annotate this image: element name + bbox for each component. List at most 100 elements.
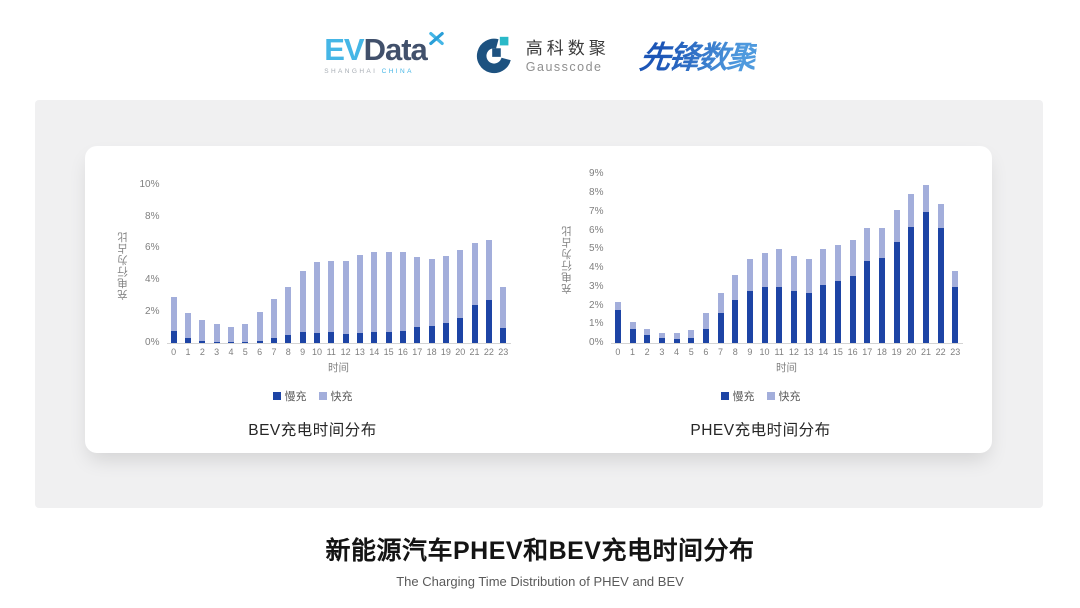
y-axis-tick: 2% — [589, 299, 604, 311]
fast-charge-segment — [285, 287, 292, 336]
x-axis-tick: 16 — [397, 347, 408, 358]
stacked-bar — [485, 239, 492, 344]
fast-charge-segment — [834, 244, 841, 282]
x-axis-tick: 16 — [847, 347, 858, 358]
fast-charge-segment — [500, 287, 507, 329]
phev-plot-row: 充电行为占比 0% 1% 2% 3% 4% 5% 6% 7% 8% 9% — [559, 169, 963, 348]
slow-charge-segment — [834, 281, 841, 344]
stacked-bar — [270, 298, 277, 344]
x-axis-tick: 18 — [426, 347, 437, 358]
fast-charge-swatch-icon — [318, 392, 327, 400]
y-axis-tick: 7% — [589, 205, 604, 217]
fast-charge-segment — [242, 324, 249, 342]
slow-charge-segment — [849, 275, 856, 344]
x-axis-tick: 21 — [920, 347, 931, 358]
y-axis-tick: 1% — [589, 318, 604, 330]
fast-charge-segment — [644, 329, 651, 335]
bev-x-axis: 0 1 2 3 4 5 6 7 8 9 10 11 12 13 14 15 16 17 18 19 20 21 22 23 — [167, 347, 511, 358]
x-axis-tick: 22 — [935, 347, 946, 358]
fast-charge-segment — [688, 330, 695, 338]
x-axis-tick: 0 — [615, 347, 621, 358]
slow-charge-segment — [184, 337, 191, 344]
bar-hour-10 — [757, 175, 772, 344]
charts-card: 充电行为占比 0% 2% 4% 6% 8% 10% 0 1 2 3 4 5 6 7 8 9 10 11 12 13 1… — [85, 146, 992, 453]
bar-hour-18 — [424, 186, 438, 344]
bar-hour-8 — [728, 175, 743, 344]
fast-charge-segment — [385, 252, 392, 333]
bev-plot-area — [166, 186, 511, 345]
y-axis-tick: 2% — [145, 305, 160, 317]
slow-charge-segment — [878, 257, 885, 344]
fast-charge-segment — [227, 326, 234, 342]
slow-charge-segment — [629, 329, 636, 344]
x-axis-tick: 2 — [644, 347, 650, 358]
stacked-bar — [328, 261, 335, 344]
slow-charge-segment — [908, 226, 915, 344]
stacked-bar — [457, 250, 464, 344]
fast-charge-segment — [893, 209, 900, 242]
fast-charge-segment — [746, 258, 753, 291]
bar-hour-13 — [353, 186, 367, 344]
header-logos: EV Data SHANGHAI CHINA 高科数聚 Gausscode 先锋… — [0, 24, 1080, 84]
x-axis-tick: 6 — [257, 347, 263, 358]
x-axis-tick: 19 — [440, 347, 451, 358]
x-axis-tick: 0 — [171, 347, 177, 358]
x-axis-tick: 14 — [369, 347, 380, 358]
fast-charge-segment — [805, 258, 812, 294]
fast-charge-segment — [776, 249, 783, 287]
bar-hour-12 — [787, 175, 802, 344]
pioneer-logo: 先锋数聚 — [637, 32, 758, 77]
y-axis-tick: 10% — [139, 179, 160, 191]
stacked-bar — [893, 209, 900, 344]
phev-y-axis-title: 充电行为占比 — [561, 225, 573, 295]
bar-hour-20 — [904, 175, 919, 344]
slow-charge-segment — [213, 341, 220, 344]
stacked-bar — [213, 324, 220, 344]
legend-label: 快充 — [778, 391, 801, 403]
x-axis-tick: 13 — [354, 347, 365, 358]
fast-charge-segment — [864, 227, 871, 261]
fast-charge-segment — [952, 270, 959, 287]
evdata-data-text: Data — [363, 31, 428, 67]
slow-charge-segment — [658, 337, 665, 344]
slow-charge-segment — [673, 338, 680, 344]
x-axis-tick: 5 — [688, 347, 694, 358]
slow-charge-segment — [399, 330, 406, 344]
x-axis-tick: 17 — [862, 347, 873, 358]
phev-chart-title: PHEV充电时间分布 — [690, 422, 831, 439]
bev-chart: 充电行为占比 0% 2% 4% 6% 8% 10% 0 1 2 3 4 5 6 7 8 9 10 11 12 13 1… — [115, 180, 511, 440]
bar-hour-8 — [281, 186, 295, 344]
legend-item-slow-charge: 慢充 — [272, 388, 307, 404]
stacked-bar — [428, 259, 435, 344]
stacked-bar — [805, 258, 812, 344]
stacked-bar — [299, 270, 306, 344]
bar-hour-2 — [195, 186, 209, 344]
x-axis-tick: 8 — [732, 347, 738, 358]
legend-item-fast-charge: 快充 — [318, 388, 353, 404]
stacked-bar — [790, 255, 797, 344]
fast-charge-segment — [732, 274, 739, 301]
x-axis-tick: 23 — [950, 347, 961, 358]
bar-hour-4 — [669, 175, 684, 344]
fast-charge-segment — [614, 301, 621, 311]
y-axis-tick: 4% — [589, 262, 604, 274]
x-axis-tick: 5 — [242, 347, 248, 358]
bar-hour-0 — [167, 186, 181, 344]
x-axis-tick: 20 — [906, 347, 917, 358]
stacked-bar — [922, 184, 929, 344]
phev-x-axis: 0 1 2 3 4 5 6 7 8 9 10 11 12 13 14 15 16 17 18 19 20 21 22 23 — [611, 347, 963, 358]
bar-hour-21 — [919, 175, 934, 344]
bar-hour-23 — [496, 186, 510, 344]
slow-charge-segment — [170, 331, 177, 344]
phev-x-axis-title: 时间 — [776, 362, 797, 374]
stacked-bar — [937, 204, 944, 344]
fast-charge-segment — [922, 184, 929, 212]
slow-charge-segment — [644, 334, 651, 344]
bar-hour-16 — [845, 175, 860, 344]
gausscode-cn-text: 高科数聚 — [525, 39, 610, 58]
bar-hour-15 — [831, 175, 846, 344]
stacked-bar — [644, 329, 651, 344]
stacked-bar — [471, 242, 478, 344]
bar-hour-5 — [684, 175, 699, 344]
bar-hour-9 — [295, 186, 309, 344]
